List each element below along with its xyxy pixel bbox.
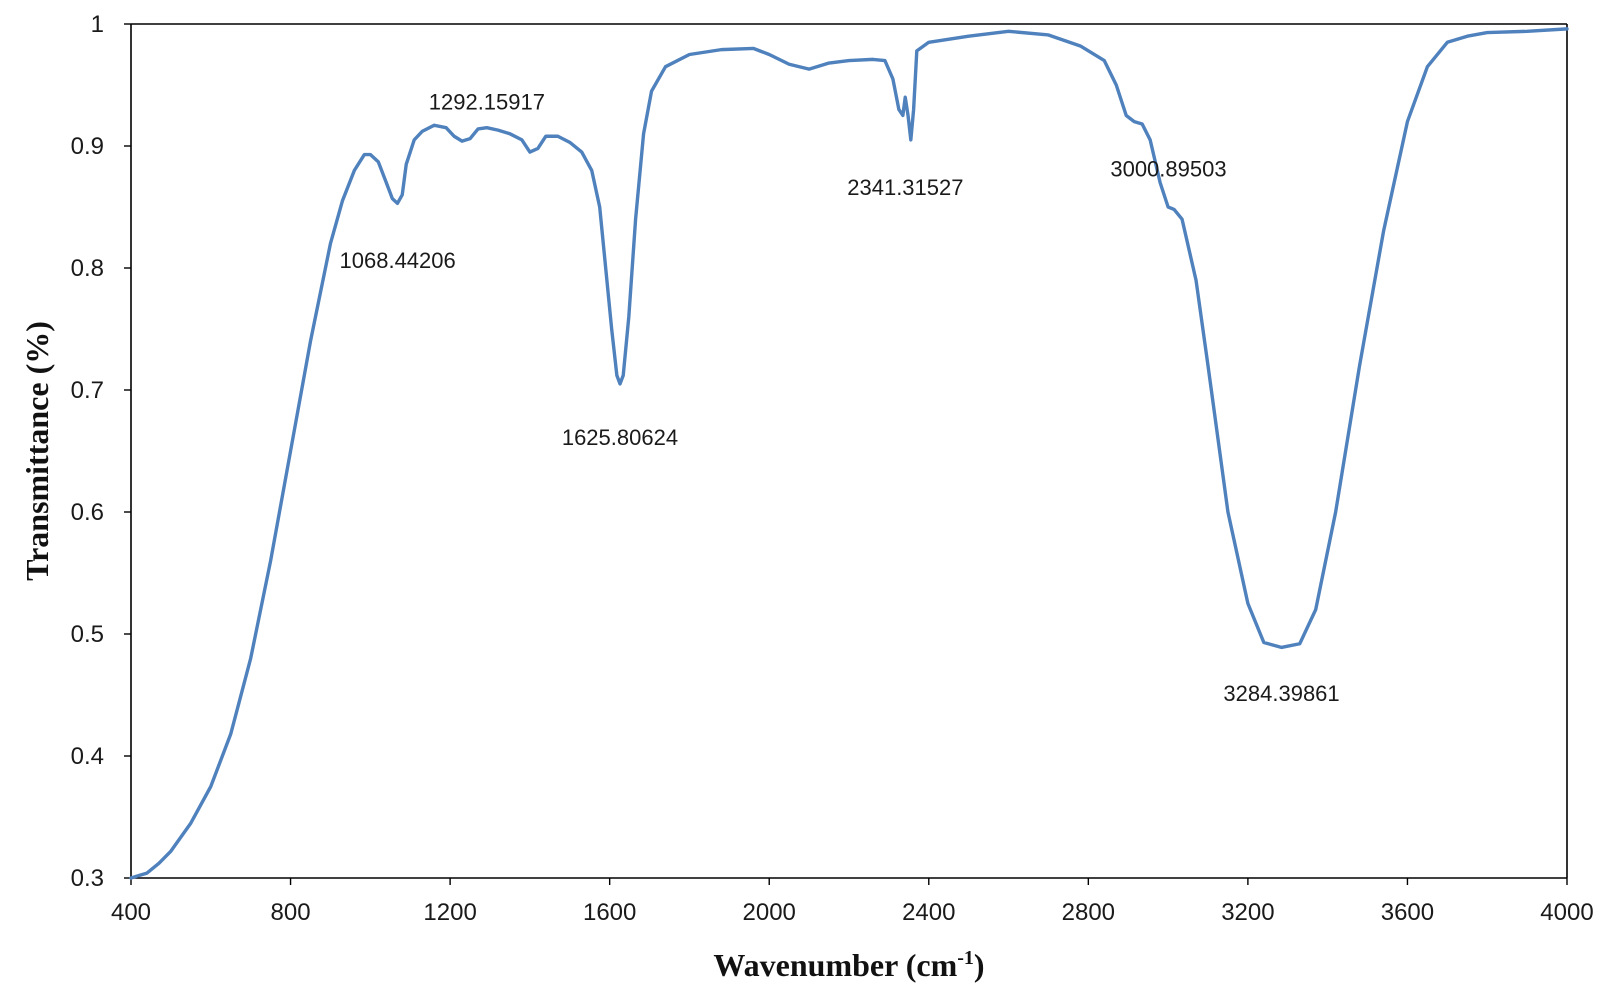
x-tick-label: 3200 (1221, 899, 1274, 926)
x-tick-label: 1600 (583, 899, 636, 926)
peak-annotations: 1068.44206 1292.15917 1625.80624 2341.31527… (340, 89, 1340, 706)
y-axis-title: Transmittance (%) (19, 321, 55, 581)
peak-annotation-label: 2341.31527 (847, 175, 963, 200)
y-tick-label: 0.8 (71, 255, 104, 282)
y-axis-ticks: 0.3 0.4 0.5 0.6 0.7 0.8 0.9 1 (71, 11, 131, 892)
y-tick-label: 0.3 (71, 865, 104, 892)
spectrum-line (129, 27, 1569, 880)
x-axis-title: Wavenumber (cm-1) (713, 947, 984, 983)
y-tick-label: 1 (91, 11, 104, 38)
x-tick-label: 2400 (902, 899, 955, 926)
x-tick-label: 400 (111, 899, 151, 926)
peak-annotation-label: 1292.15917 (429, 89, 545, 114)
x-tick-label: 3600 (1381, 899, 1434, 926)
y-tick-label: 0.5 (71, 621, 104, 648)
x-tick-label: 4000 (1540, 899, 1593, 926)
x-tick-label: 2800 (1062, 899, 1115, 926)
x-axis-ticks: 400 800 1200 1600 2000 2400 2800 3200 3600 4000 (111, 878, 1594, 926)
peak-annotation-label: 3284.39861 (1223, 681, 1339, 706)
x-axis-title-main: Wavenumber (cm (713, 947, 957, 983)
y-tick-label: 0.7 (71, 377, 104, 404)
y-tick-label: 0.4 (71, 743, 104, 770)
peak-annotation-label: 3000.89503 (1110, 157, 1226, 182)
x-axis-title-close: ) (974, 947, 985, 983)
peak-annotation-label: 1068.44206 (340, 248, 456, 273)
x-tick-label: 2000 (743, 899, 796, 926)
x-tick-label: 1200 (423, 899, 476, 926)
y-tick-label: 0.6 (71, 499, 104, 526)
y-tick-label: 0.9 (71, 133, 104, 160)
peak-annotation-label: 1625.80624 (562, 425, 678, 450)
plot-area (130, 23, 1568, 879)
x-axis-title-superscript: -1 (957, 947, 974, 969)
x-tick-label: 800 (271, 899, 311, 926)
